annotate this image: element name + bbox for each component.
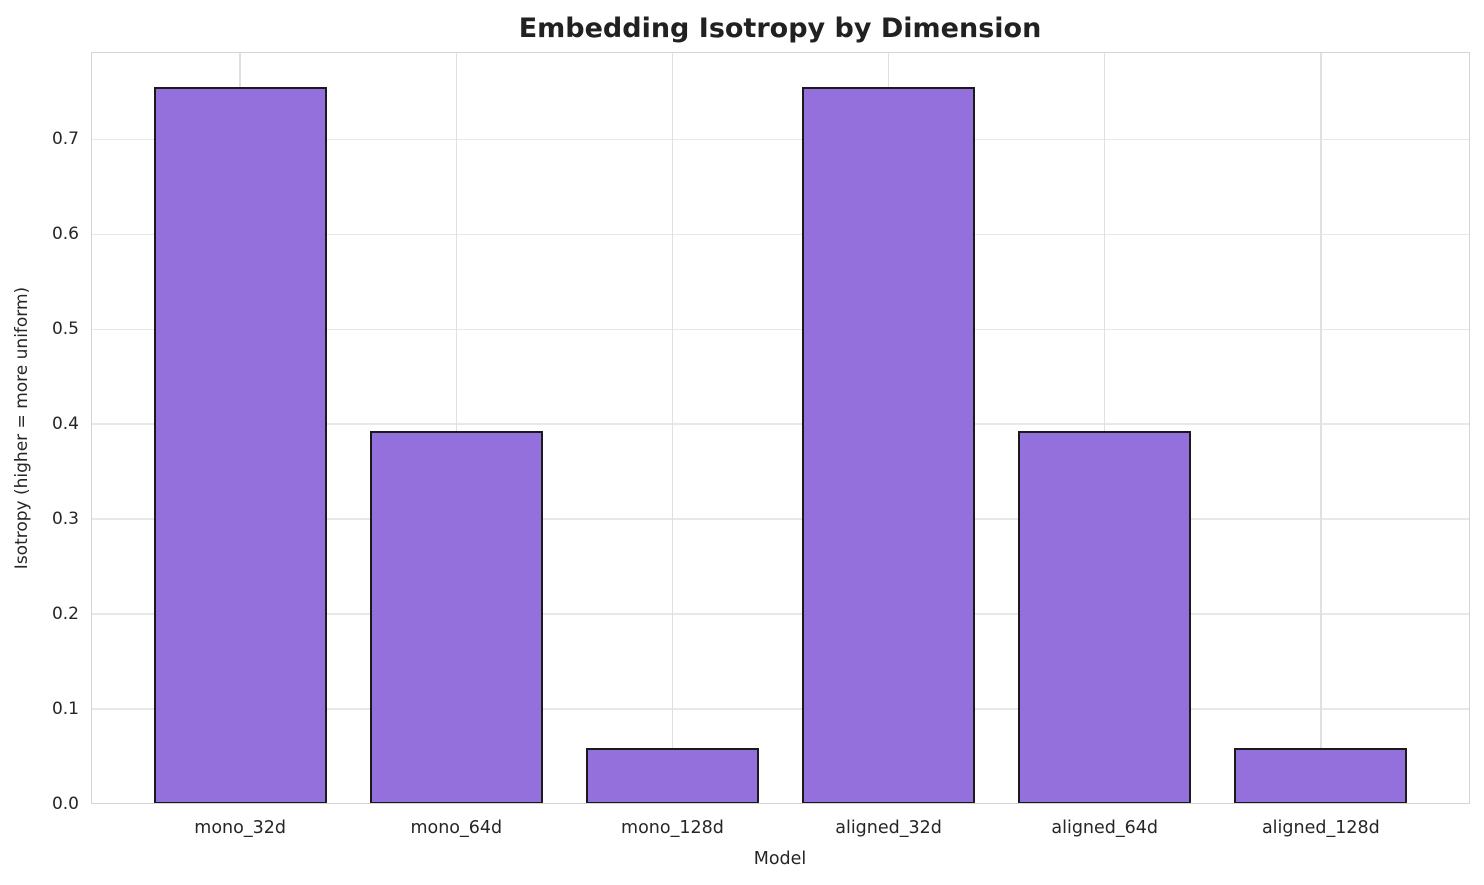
y-tick-label: 0.1 [51, 699, 79, 720]
y-tick-label: 0.0 [51, 794, 79, 814]
bar-mono_128d [585, 747, 759, 804]
x-tick-label: aligned_128d [1261, 818, 1380, 838]
chart-title: Embedding Isotropy by Dimension [518, 13, 1042, 44]
x-tick-label: aligned_64d [1051, 818, 1159, 838]
x-axis-label: Model [753, 849, 807, 869]
y-tick-label: 0.6 [51, 224, 79, 245]
gridline-horizontal [91, 233, 1470, 236]
x-tick-label: mono_32d [194, 818, 286, 838]
bar-aligned_32d [802, 87, 976, 804]
y-tick-label: 0.2 [51, 604, 79, 625]
gridline-horizontal [91, 328, 1470, 331]
y-tick-label: 0.5 [51, 319, 79, 340]
gridline-horizontal [91, 423, 1470, 425]
x-tick-label: aligned_32d [835, 818, 942, 838]
y-tick-label: 0.4 [51, 414, 79, 435]
gridline-vertical [1103, 52, 1106, 804]
y-tick-label: 0.7 [51, 129, 79, 150]
x-tick-label: mono_128d [621, 818, 724, 838]
bar-aligned_128d [1234, 747, 1408, 804]
gridline-vertical [671, 52, 674, 804]
y-tick-label: 0.3 [51, 509, 79, 530]
gridline-vertical [1320, 52, 1322, 804]
gridline-horizontal [91, 138, 1470, 141]
x-tick-label: mono_64d [410, 818, 503, 838]
plot-area [91, 52, 1470, 804]
bar-mono_64d [369, 430, 543, 804]
gridline-horizontal [91, 518, 1470, 520]
gridline-horizontal [91, 613, 1470, 615]
bar-aligned_64d [1018, 430, 1192, 804]
gridline-vertical [455, 52, 458, 804]
gridline-horizontal [91, 708, 1470, 710]
bar-mono_32d [153, 87, 327, 804]
